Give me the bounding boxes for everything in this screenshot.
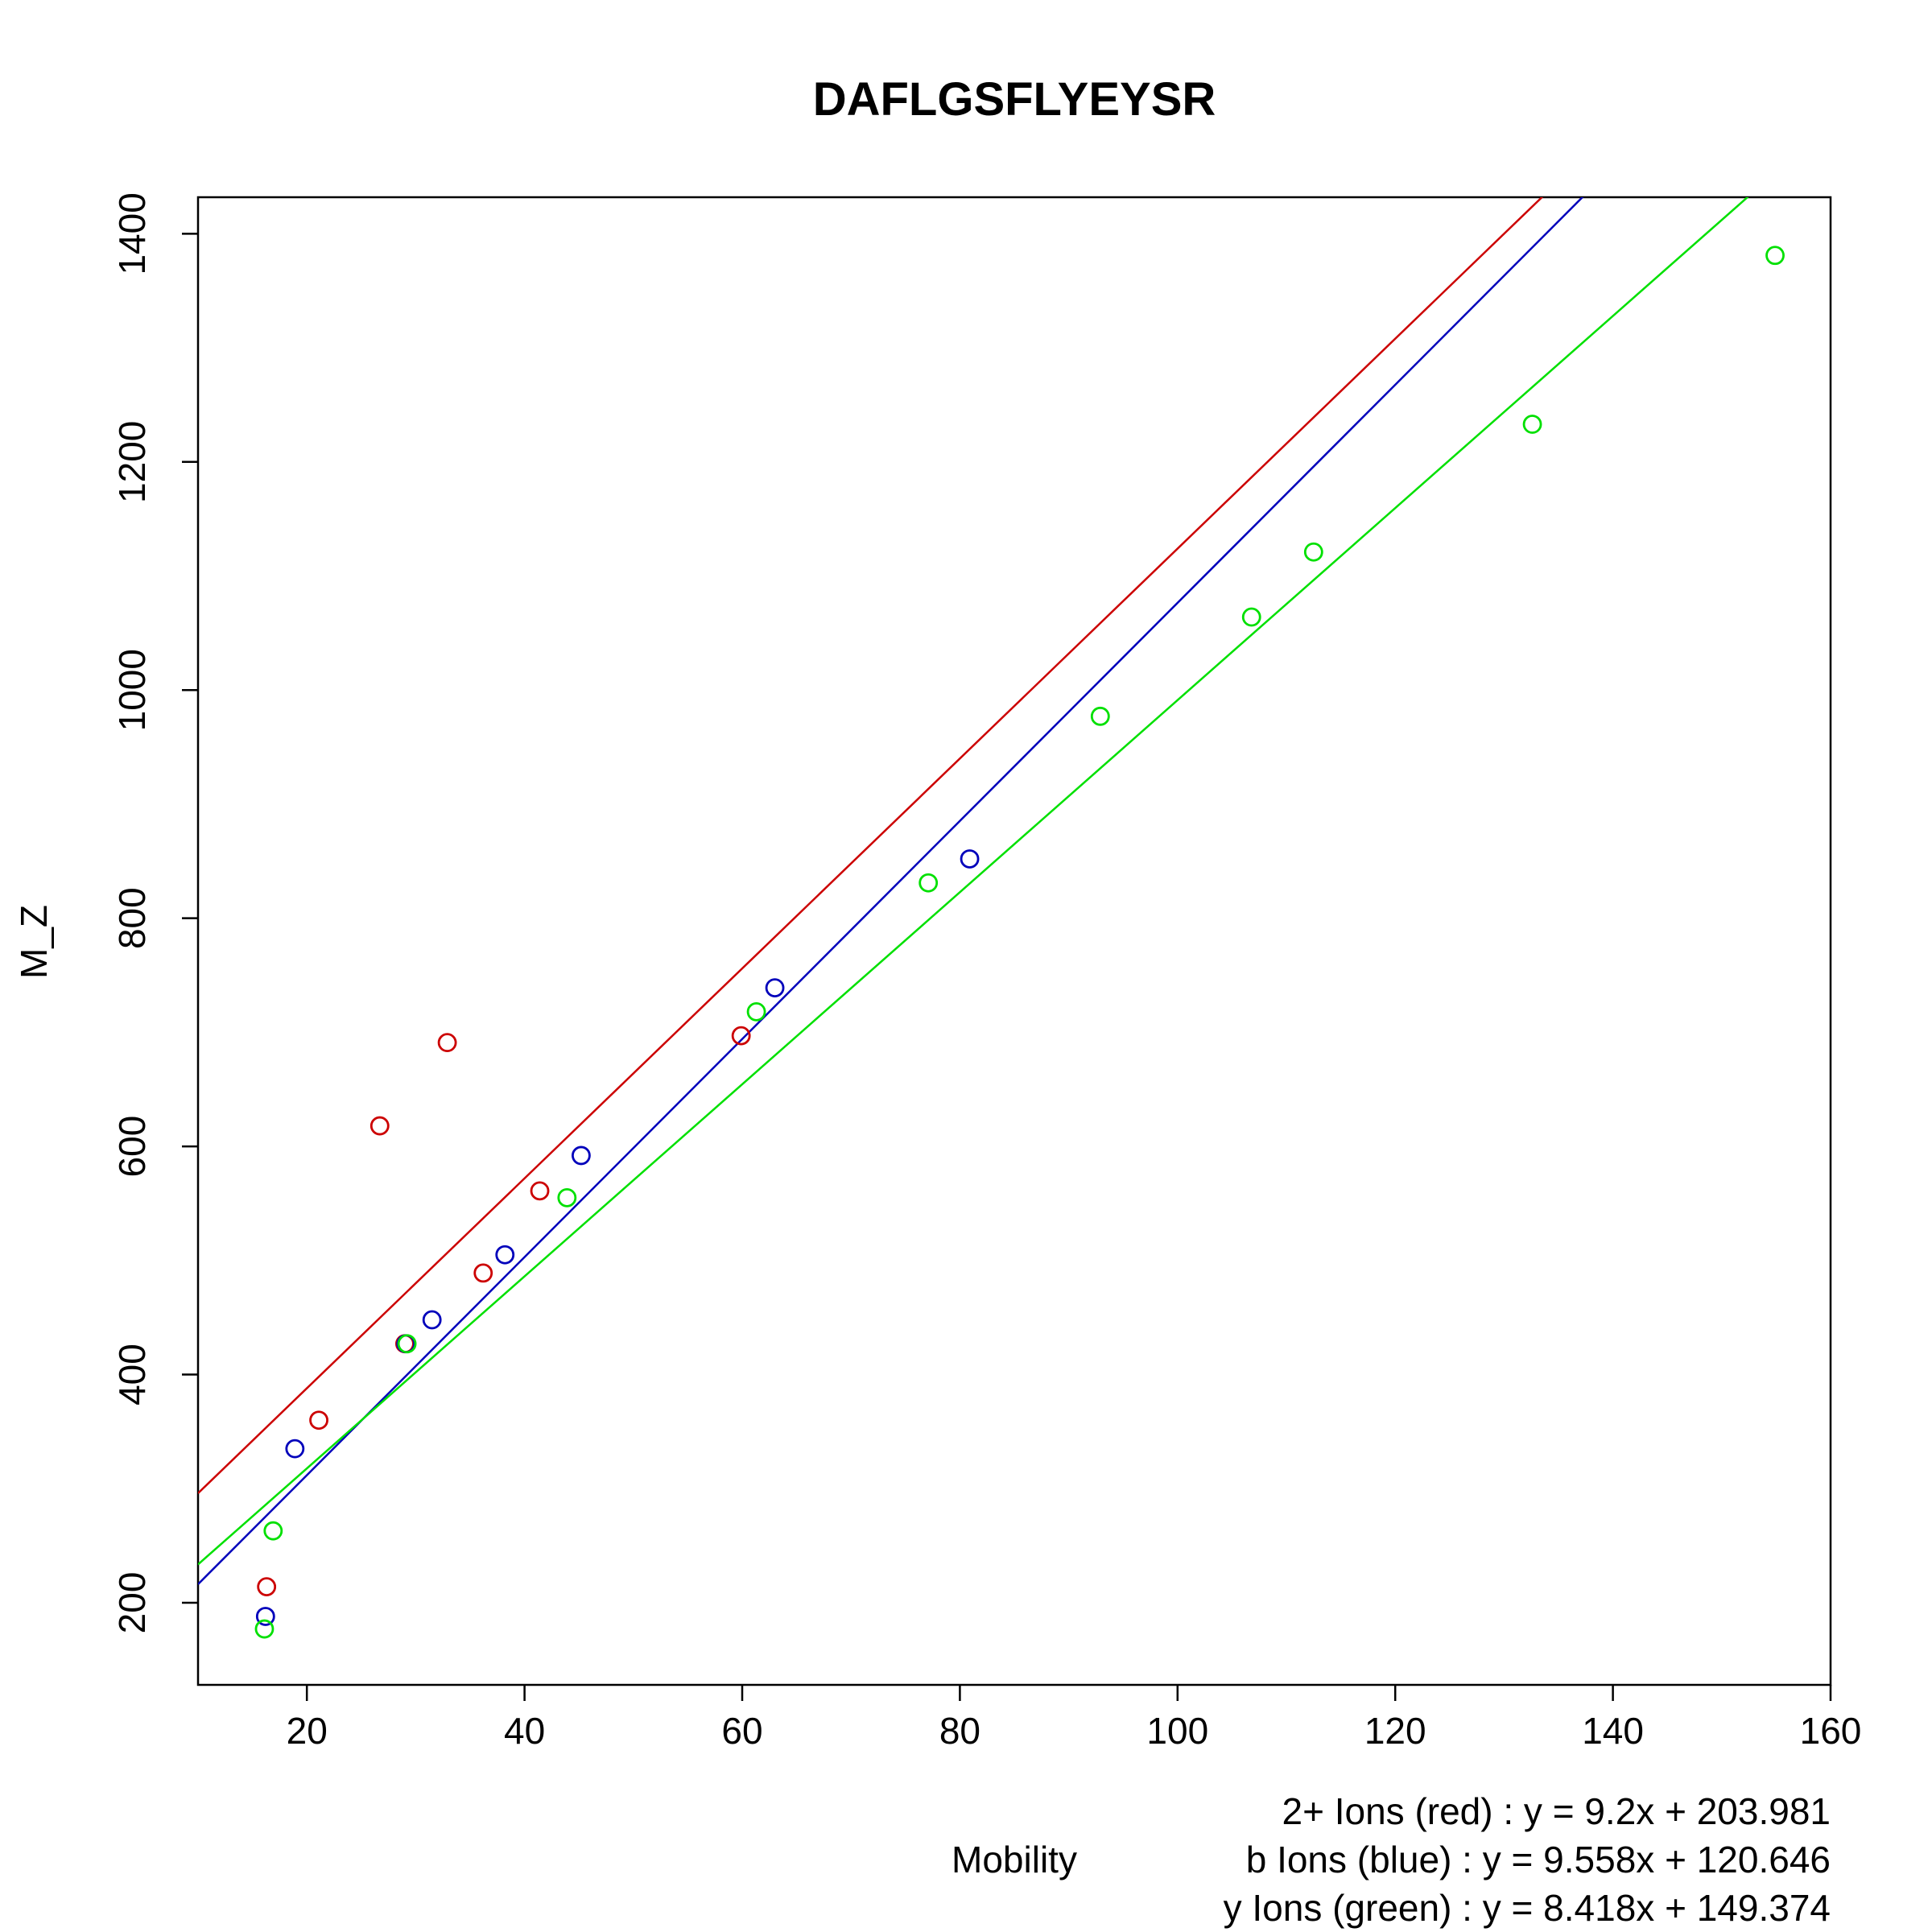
x-tick-label: 100 <box>1146 1710 1208 1752</box>
data-point <box>309 1410 328 1430</box>
y-tick-label: 600 <box>111 1116 153 1178</box>
fit-equation-label: 2+ Ions (red) <box>1282 1790 1493 1832</box>
fit-equation-formula: y = 8.418x + 149.374 <box>1483 1887 1831 1929</box>
y-tick-label: 200 <box>111 1572 153 1634</box>
x-axis: 20 40 60 80 100 120 140 160 <box>287 1685 1862 1752</box>
data-point <box>285 1439 305 1459</box>
y-tick-label: 1400 <box>111 192 153 275</box>
data-point <box>765 978 785 998</box>
fit-equation-formula: y = 9.558x + 120.646 <box>1483 1839 1831 1880</box>
data-point <box>495 1245 515 1265</box>
data-points <box>254 246 1785 1639</box>
data-point <box>369 1116 390 1136</box>
x-tick-label: 140 <box>1582 1710 1644 1752</box>
x-axis-title: Mobility <box>952 1839 1077 1880</box>
fit-equation: 2+ Ions (red) : y = 9.2x + 203.981 <box>1282 1790 1831 1832</box>
fit-line <box>198 197 1584 1585</box>
data-point <box>263 1521 283 1541</box>
fit-line <box>198 197 1749 1566</box>
data-point <box>1765 246 1785 266</box>
x-tick-label: 60 <box>721 1710 762 1752</box>
fit-equations: 2+ Ions (red) : y = 9.2x + 203.981 b Ions… <box>1224 1790 1831 1929</box>
plot-frame <box>196 196 1832 1686</box>
x-tick-label: 20 <box>287 1710 328 1752</box>
data-point <box>254 1619 275 1639</box>
data-point <box>437 1033 457 1053</box>
data-point <box>397 1334 417 1354</box>
y-axis: 200 400 600 800 1000 1200 1400 <box>111 192 198 1633</box>
data-point <box>257 1577 277 1597</box>
y-tick-label: 400 <box>111 1344 153 1406</box>
data-point <box>731 1026 751 1046</box>
fit-equation-label: y Ions (green) <box>1224 1887 1452 1929</box>
data-point <box>572 1146 591 1166</box>
data-point <box>473 1263 493 1283</box>
fit-equation: y Ions (green) : y = 8.418x + 149.374 <box>1224 1887 1831 1929</box>
data-point <box>530 1181 550 1201</box>
data-point <box>557 1187 577 1208</box>
fit-equation-label: b Ions (blue) <box>1246 1839 1452 1880</box>
y-tick-label: 800 <box>111 887 153 949</box>
fit-lines <box>198 197 1749 1585</box>
y-tick-label: 1200 <box>111 421 153 503</box>
chart-title: DAFLGSFLYEYSR <box>813 73 1216 126</box>
x-tick-label: 80 <box>939 1710 980 1752</box>
data-point <box>919 873 939 893</box>
fit-equation-formula: y = 9.2x + 203.981 <box>1524 1790 1831 1832</box>
fit-line <box>198 197 1544 1494</box>
data-point <box>1090 706 1110 726</box>
data-point <box>1241 607 1261 627</box>
data-point <box>255 1607 275 1626</box>
data-point <box>1522 415 1542 434</box>
data-point <box>746 1001 766 1022</box>
data-point <box>960 849 980 869</box>
data-point <box>1303 542 1323 562</box>
x-tick-label: 160 <box>1800 1710 1862 1752</box>
y-tick-label: 1000 <box>111 649 153 731</box>
data-point <box>422 1310 442 1330</box>
fit-equation: b Ions (blue) : y = 9.558x + 120.646 <box>1246 1839 1831 1880</box>
y-axis-title: M_Z <box>13 905 55 979</box>
x-tick-label: 120 <box>1364 1710 1426 1752</box>
x-tick-label: 40 <box>504 1710 545 1752</box>
